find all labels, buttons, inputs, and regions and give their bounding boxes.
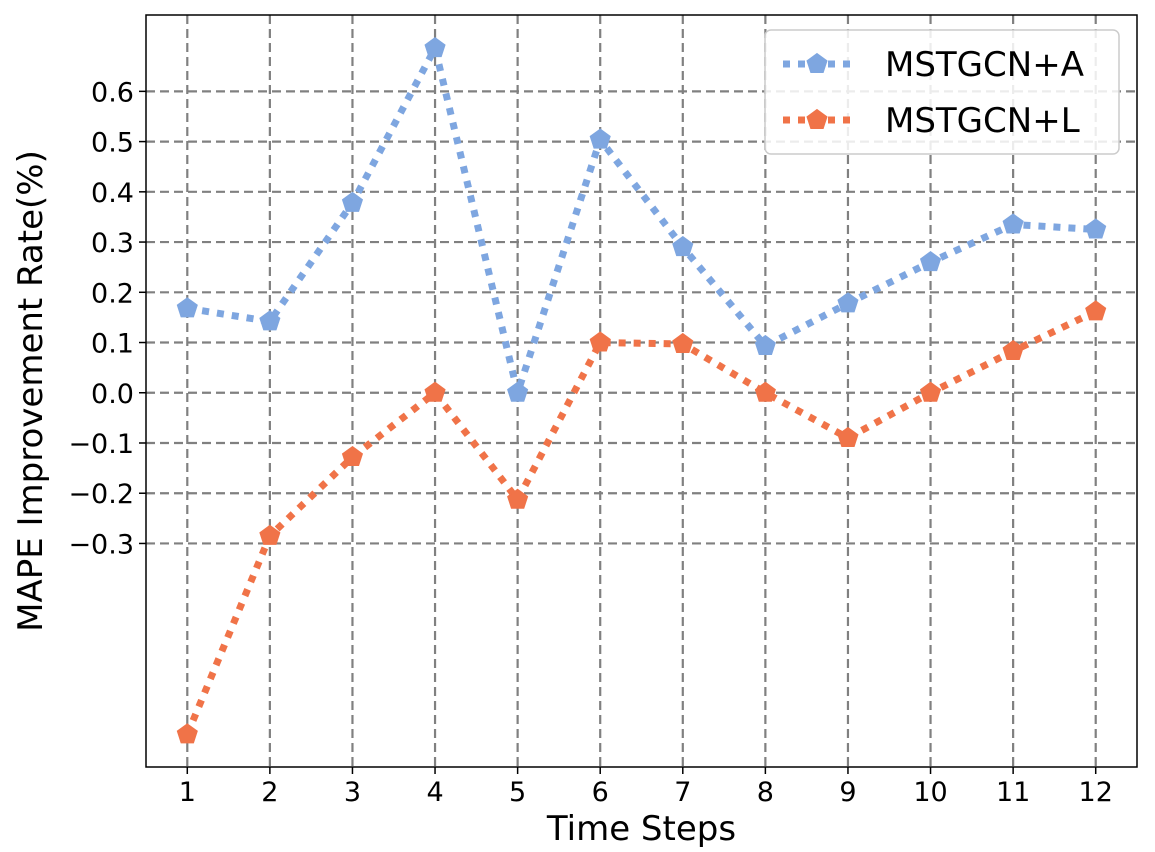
legend-marker: [806, 52, 828, 73]
x-tick-label: 4: [426, 777, 443, 808]
legend-item: MSTGCN+L: [783, 101, 1080, 141]
x-tick-label: 3: [344, 777, 361, 808]
data-point: [837, 292, 859, 313]
legend: MSTGCN+A MSTGCN+L: [764, 29, 1120, 155]
legend-label: MSTGCN+A: [885, 45, 1084, 85]
legend-box: [764, 29, 1120, 155]
data-point: [672, 332, 694, 354]
data-point: [589, 331, 611, 352]
data-point: [176, 297, 198, 318]
data-point: [754, 381, 776, 402]
data-point: [424, 381, 446, 402]
x-tick-label: 11: [996, 777, 1030, 808]
data-point: [1085, 218, 1107, 239]
grid: [146, 15, 1137, 767]
legend-label: MSTGCN+L: [885, 101, 1080, 141]
x-tick-label: 2: [261, 777, 278, 808]
data-point: [259, 310, 281, 331]
y-tick-label: 0.2: [91, 278, 134, 309]
data-point: [259, 524, 281, 545]
series-1: [176, 37, 1107, 402]
data-point: [341, 445, 364, 467]
data-point: [424, 37, 446, 58]
data-point: [1002, 213, 1024, 234]
data-point: [507, 381, 529, 402]
data-point: [176, 723, 198, 744]
x-tick-label: 7: [674, 777, 691, 808]
y-axis-label: MAPE Improvement Rate(%): [11, 150, 51, 632]
data-point: [919, 381, 942, 402]
series-2: [176, 300, 1107, 744]
x-tick-label: 6: [592, 777, 609, 808]
x-tick-label: 10: [913, 777, 947, 808]
data-point: [589, 128, 611, 149]
x-tick-label: 9: [839, 777, 856, 808]
y-tick-label: −0.2: [68, 479, 134, 510]
data-point: [837, 426, 859, 447]
y-tick-label: 0.3: [91, 228, 134, 259]
ticks: 1 2 3 4 5 6 7 8 9 10 11 12−0.3−0.2−0.10.00.10.20.30…: [68, 77, 1112, 808]
legend-item: MSTGCN+A: [783, 45, 1084, 85]
data-point: [341, 191, 364, 212]
data-point: [1085, 300, 1107, 321]
series-layer: [176, 37, 1107, 744]
x-tick-label: 5: [509, 777, 526, 808]
x-tick-label: 12: [1079, 777, 1113, 808]
data-point: [507, 488, 529, 509]
y-tick-label: −0.3: [68, 529, 134, 560]
x-axis-label: Time Steps: [546, 809, 736, 849]
plot-frame: [145, 14, 1138, 768]
x-tick-label: 8: [757, 777, 774, 808]
data-point: [919, 251, 942, 272]
x-tick-label: 1: [179, 777, 196, 808]
y-tick-label: 0.6: [91, 77, 134, 108]
y-tick-label: 0.5: [91, 128, 134, 159]
y-tick-label: −0.1: [68, 429, 134, 460]
y-tick-label: 0.1: [91, 329, 134, 360]
data-point: [754, 334, 776, 356]
y-tick-label: 0.0: [91, 379, 134, 410]
y-tick-label: 0.4: [91, 178, 134, 209]
series-line: [186, 44, 1096, 397]
data-point: [1002, 339, 1024, 361]
series-line: [184, 308, 1098, 736]
legend-marker: [806, 108, 828, 129]
data-point: [672, 235, 694, 257]
